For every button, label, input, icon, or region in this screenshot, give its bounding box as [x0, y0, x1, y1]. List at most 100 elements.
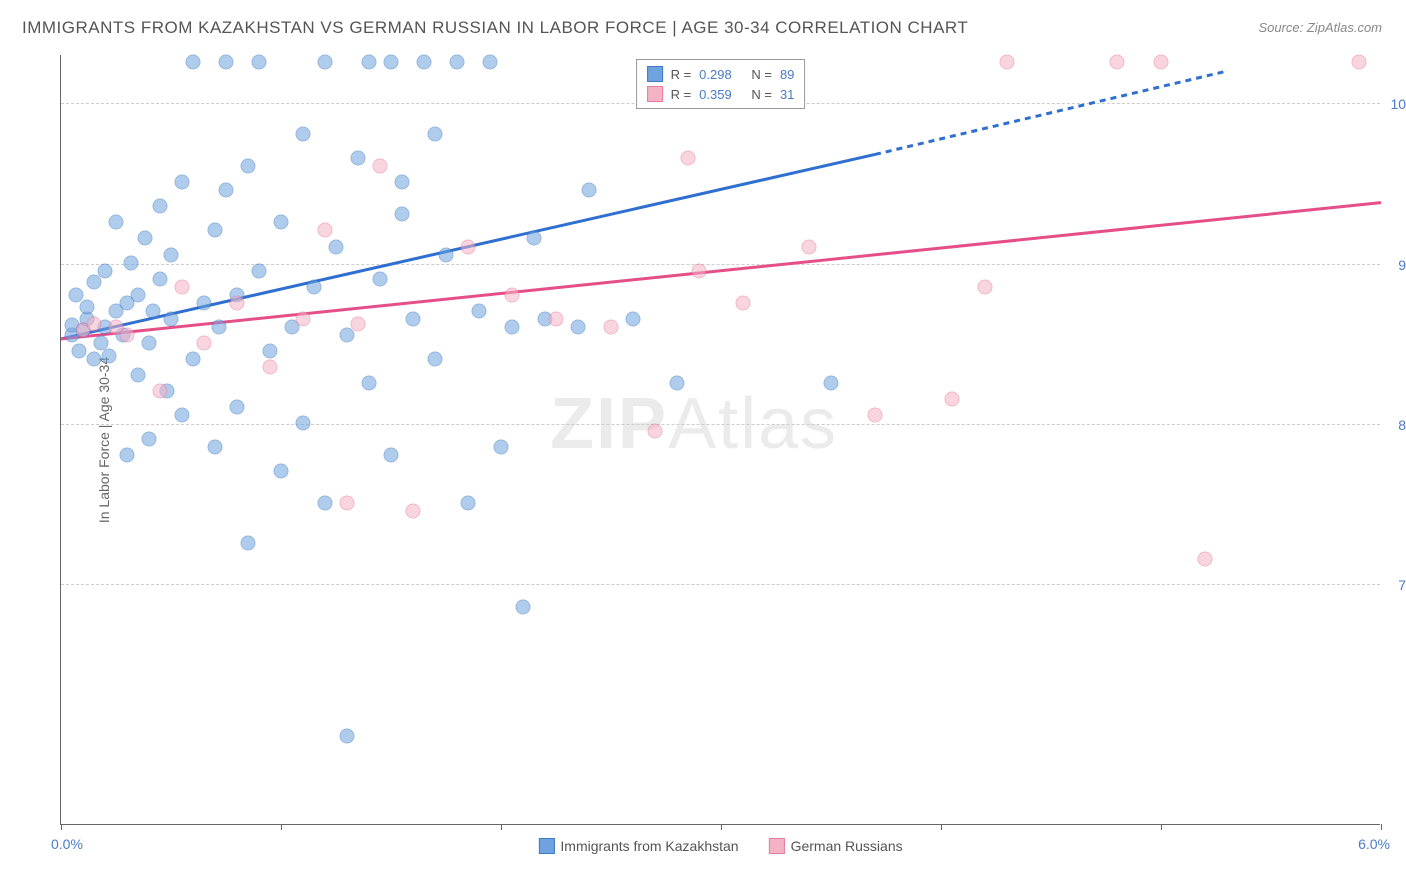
- data-point: [274, 215, 289, 230]
- legend-swatch-bottom-1: [538, 838, 554, 854]
- data-point: [340, 728, 355, 743]
- data-point: [824, 375, 839, 390]
- data-point: [362, 375, 377, 390]
- data-point: [153, 383, 168, 398]
- data-point: [516, 600, 531, 615]
- data-point: [241, 536, 256, 551]
- data-point: [505, 287, 520, 302]
- data-point: [373, 159, 388, 174]
- n-value-2: 31: [780, 87, 794, 102]
- data-point: [80, 300, 95, 315]
- data-point: [868, 407, 883, 422]
- data-point: [318, 496, 333, 511]
- data-point: [1154, 55, 1169, 70]
- data-point: [648, 423, 663, 438]
- data-point: [263, 343, 278, 358]
- data-point: [373, 271, 388, 286]
- data-point: [318, 223, 333, 238]
- x-tick: [61, 824, 62, 830]
- r-label: R =: [671, 67, 692, 82]
- legend-row-series-1: R = 0.298 N = 89: [647, 64, 795, 84]
- data-point: [186, 55, 201, 70]
- legend-item-1: Immigrants from Kazakhstan: [538, 838, 738, 854]
- data-point: [395, 175, 410, 190]
- data-point: [1198, 552, 1213, 567]
- data-point: [318, 55, 333, 70]
- data-point: [461, 496, 476, 511]
- data-point: [439, 247, 454, 262]
- x-axis-min-label: 0.0%: [51, 836, 83, 852]
- data-point: [142, 432, 157, 447]
- legend-swatch-2: [647, 86, 663, 102]
- y-tick-label: 100.0%: [1388, 96, 1406, 112]
- x-tick: [1381, 824, 1382, 830]
- data-point: [417, 55, 432, 70]
- data-point: [120, 327, 135, 342]
- data-point: [208, 223, 223, 238]
- data-point: [252, 263, 267, 278]
- data-point: [582, 183, 597, 198]
- data-point: [87, 316, 102, 331]
- r-value-1: 0.298: [699, 67, 732, 82]
- trend-lines-layer: [61, 55, 1381, 825]
- legend-swatch-1: [647, 66, 663, 82]
- data-point: [384, 55, 399, 70]
- data-point: [1352, 55, 1367, 70]
- data-point: [483, 55, 498, 70]
- data-point: [428, 351, 443, 366]
- data-point: [230, 399, 245, 414]
- source-label: Source: ZipAtlas.com: [1258, 20, 1382, 35]
- data-point: [98, 263, 113, 278]
- data-point: [212, 319, 227, 334]
- data-point: [604, 319, 619, 334]
- data-point: [197, 335, 212, 350]
- data-point: [186, 351, 201, 366]
- data-point: [340, 496, 355, 511]
- x-tick: [281, 824, 282, 830]
- legend-label-1: Immigrants from Kazakhstan: [560, 838, 738, 854]
- data-point: [1110, 55, 1125, 70]
- data-point: [131, 367, 146, 382]
- data-point: [351, 316, 366, 331]
- data-point: [978, 279, 993, 294]
- data-point: [142, 335, 157, 350]
- y-tick-label: 90.0%: [1388, 257, 1406, 273]
- data-point: [164, 311, 179, 326]
- data-point: [120, 448, 135, 463]
- data-point: [329, 239, 344, 254]
- data-point: [945, 391, 960, 406]
- data-point: [296, 311, 311, 326]
- data-point: [351, 151, 366, 166]
- data-point: [395, 207, 410, 222]
- data-point: [219, 55, 234, 70]
- data-point: [626, 311, 641, 326]
- data-point: [362, 55, 377, 70]
- data-point: [307, 279, 322, 294]
- x-tick: [501, 824, 502, 830]
- plot-area: ZIPAtlas In Labor Force | Age 30-34 70.0…: [60, 55, 1380, 825]
- gridline: 80.0%: [61, 424, 1380, 425]
- data-point: [208, 440, 223, 455]
- data-point: [384, 448, 399, 463]
- series-legend: Immigrants from Kazakhstan German Russia…: [538, 838, 902, 854]
- x-axis-max-label: 6.0%: [1358, 836, 1390, 852]
- n-label: N =: [751, 87, 772, 102]
- r-value-2: 0.359: [699, 87, 732, 102]
- legend-row-series-2: R = 0.359 N = 31: [647, 84, 795, 104]
- data-point: [87, 351, 102, 366]
- data-point: [175, 279, 190, 294]
- gridline: 70.0%: [61, 584, 1380, 585]
- data-point: [461, 239, 476, 254]
- data-point: [109, 215, 124, 230]
- data-point: [124, 255, 139, 270]
- data-point: [252, 55, 267, 70]
- data-point: [69, 287, 84, 302]
- data-point: [153, 199, 168, 214]
- data-point: [296, 415, 311, 430]
- x-tick: [1161, 824, 1162, 830]
- n-value-1: 89: [780, 67, 794, 82]
- data-point: [131, 287, 146, 302]
- legend-swatch-bottom-2: [769, 838, 785, 854]
- data-point: [230, 295, 245, 310]
- data-point: [175, 175, 190, 190]
